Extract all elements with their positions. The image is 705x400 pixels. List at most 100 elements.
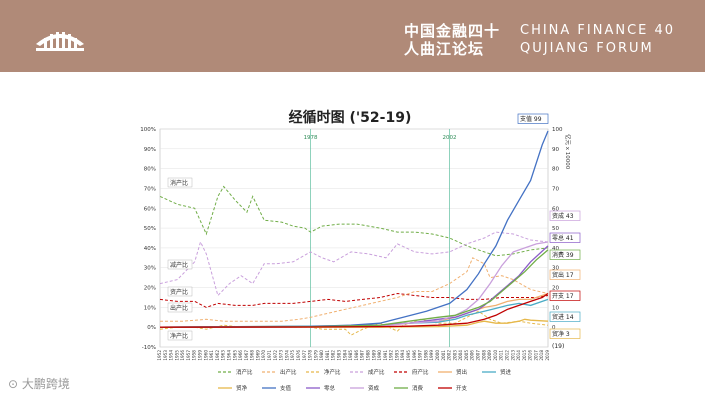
left-tick-label: 80%: [144, 167, 156, 173]
x-tick-label: 1982: [331, 350, 336, 361]
right-label-box: [549, 290, 581, 301]
x-tick-label: 1968: [250, 350, 255, 361]
x-tick-label: 1971: [267, 350, 272, 361]
left-tick-label: 100%: [140, 127, 156, 133]
forum-name-chinese: 中国金融四十人曲江论坛: [404, 22, 501, 58]
x-tick-label: 1983: [337, 350, 342, 361]
x-tick-label: 2011: [499, 350, 504, 361]
plot-frame: [159, 128, 549, 348]
right-series-label: 贸出 17: [552, 271, 574, 279]
right-tick-label: 10: [552, 305, 559, 311]
x-tick-label: 1965: [232, 350, 237, 361]
left-label-box: [167, 302, 193, 313]
x-tick-label: 1956: [180, 350, 185, 361]
right-tick-label: 60: [552, 206, 559, 212]
forum-name-english: CHINA FINANCE 40 QUJIANG FORUM: [520, 22, 700, 58]
left-tick-label: 10%: [144, 305, 156, 311]
x-tick-label: 1957: [186, 350, 191, 361]
x-axis: 1952 1953 1954 1955 1956 1957 1958 1959 1960 1961…: [157, 350, 550, 361]
x-tick-label: 1986: [354, 350, 359, 361]
x-tick-label: 2007: [476, 350, 481, 361]
x-tick-label: 1975: [290, 350, 295, 361]
x-tick-label: 1993: [394, 350, 399, 361]
right-series-label: 零总 41: [552, 234, 574, 242]
left-series-label: 净产比: [170, 332, 188, 340]
x-tick-label: 1988: [365, 350, 370, 361]
x-tick-label: 1969: [255, 350, 260, 361]
right-series-label: 支值 99: [520, 115, 542, 123]
x-tick-label: 2001: [441, 350, 446, 361]
x-tick-label: 2018: [539, 350, 544, 361]
left-tick-label: 0%: [147, 325, 156, 331]
series-line-府产比: [159, 292, 549, 308]
right-axis-unit: 亿元 x 10000: [564, 134, 572, 170]
right-series-label: 贸进 14: [552, 313, 574, 321]
forum-logo-icon: [36, 32, 84, 51]
left-tick-label: -10%: [142, 345, 156, 351]
legend-item: 贸净: [236, 384, 248, 392]
x-tick-label: 2016: [528, 350, 533, 361]
left-series-label: 消产比: [170, 179, 188, 187]
left-series-label: 出产比: [170, 304, 188, 312]
x-tick-label: 1995: [406, 350, 411, 361]
right-label-box: [517, 113, 549, 124]
x-tick-label: 1974: [284, 350, 289, 361]
x-tick-label: 1985: [348, 350, 353, 361]
x-tick-label: 1958: [192, 350, 197, 361]
left-tick-label: 20%: [144, 286, 156, 292]
reference-line-label: 1978: [304, 135, 318, 141]
header-banner: 中国金融四十人曲江论坛 CHINA FINANCE 40 QUJIANG FOR…: [0, 0, 705, 72]
x-tick-label: 1994: [400, 350, 405, 361]
x-tick-label: 2000: [435, 350, 440, 361]
right-tick-label: 30: [552, 266, 559, 272]
legend-item: 支值: [280, 384, 292, 392]
right-label-box: [549, 328, 581, 339]
x-tick-label: 1987: [360, 350, 365, 361]
right-tick-label: 100: [552, 127, 563, 133]
series-line-资成: [159, 241, 549, 328]
x-tick-label: 2009: [487, 350, 492, 361]
right-label-box: [549, 210, 581, 221]
left-tick-label: 40%: [144, 246, 156, 252]
left-label-box: [167, 259, 193, 270]
right-tick-label: 20: [552, 286, 559, 292]
legend-item: 出产比: [280, 368, 297, 376]
x-tick-label: 2015: [522, 350, 527, 361]
x-tick-label: 1978: [308, 350, 313, 361]
series-line-零总: [159, 245, 549, 328]
legend-item: 贸出: [456, 368, 467, 376]
right-series-label: 消费 39: [552, 251, 574, 259]
left-series-label: 减产比: [170, 261, 188, 269]
x-tick-label: 2017: [533, 350, 538, 361]
forum-name-english-line1: CHINA FINANCE 40: [520, 23, 676, 38]
x-tick-label: 1961: [209, 350, 214, 361]
right-tick-label: 70: [552, 186, 559, 192]
watermark: ⊙ 大鹏跨境: [8, 375, 70, 392]
right-tick-label: 40: [552, 246, 559, 252]
x-tick-label: 2013: [510, 350, 515, 361]
x-tick-label: 1990: [377, 350, 382, 361]
x-tick-label: 1997: [418, 350, 423, 361]
forum-name-english-line2: QUJIANG FORUM: [520, 41, 654, 56]
x-tick-label: 1984: [342, 350, 347, 361]
right-label-box: [549, 249, 581, 260]
left-tick-label: 60%: [144, 206, 156, 212]
economic-cycle-chart: 经循时图 ('52-19) 1978 2002 -10% 0% 10% 20% 30% 40…: [140, 109, 581, 392]
x-tick-label: 1979: [313, 350, 318, 361]
series-line-出产比: [160, 257, 549, 322]
series-line-消产比: [159, 185, 549, 257]
series-line-开支: [159, 292, 549, 328]
right-label-box: [549, 269, 581, 280]
x-tick-label: 2003: [452, 350, 457, 361]
left-tick-label: 50%: [144, 226, 156, 232]
x-tick-label: 2008: [481, 350, 486, 361]
x-tick-label: 1989: [371, 350, 376, 361]
left-label-box: [167, 177, 193, 188]
chart-grid: [159, 128, 549, 348]
x-tick-label: 1991: [383, 350, 388, 361]
x-tick-label: 1962: [215, 350, 220, 361]
right-series-labels: 支值 99 资成 43 零总 41 消费 39 贸出 17 开支 17 贸进 14 贸净 3 (…: [517, 113, 581, 350]
series-line-支值: [159, 130, 549, 328]
x-tick-label: 2005: [464, 350, 469, 361]
